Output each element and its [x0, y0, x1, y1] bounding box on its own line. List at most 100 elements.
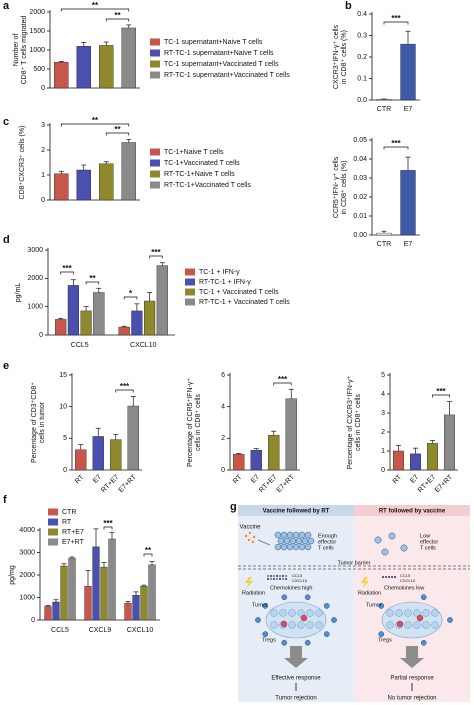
- y-tick-label: 0.3: [357, 32, 367, 39]
- cell: [447, 617, 453, 623]
- cell: [297, 621, 305, 629]
- cell: [277, 537, 285, 545]
- bar: [410, 453, 421, 471]
- legend-label: RT-TC-1 supernatant+Vaccinated T cells: [164, 72, 290, 79]
- panel-letter: b: [345, 0, 352, 12]
- significance-bracket: [103, 526, 113, 530]
- bar: [60, 565, 68, 621]
- cell: [297, 609, 305, 617]
- bar: [127, 405, 139, 471]
- cell: [395, 609, 403, 617]
- x-tick-label: CXCL9: [89, 627, 112, 634]
- cell: [306, 621, 314, 629]
- bar: [67, 285, 79, 336]
- chemokine: [391, 576, 393, 578]
- y-tick-label: 0: [63, 467, 67, 474]
- chemokine: [267, 575, 269, 577]
- cell: [422, 621, 430, 629]
- x-tick-label: CCL5: [71, 342, 89, 349]
- y-tick-label: 1000: [29, 47, 45, 54]
- diagram-label: Partial response: [390, 676, 434, 682]
- y-axis-label: CD8⁺CXCR3⁺ cells (%): [19, 126, 26, 200]
- significance-label: ***: [391, 139, 401, 148]
- chemokine: [388, 576, 390, 578]
- diagram-label: Tumor barrier: [337, 560, 370, 566]
- error-bar: [78, 444, 84, 450]
- y-tick-label: 2: [381, 429, 385, 436]
- y-axis-label: cells in CD8⁺ cells: [355, 394, 362, 451]
- error-bar: [85, 570, 91, 587]
- legend-swatch: [150, 159, 160, 167]
- chemokine: [285, 578, 287, 580]
- chemokine: [394, 576, 396, 578]
- diagram-label: Chemokines low: [384, 585, 424, 591]
- diagram-label: Radiation: [242, 590, 265, 596]
- diagram-label: Chemokines high: [270, 585, 313, 591]
- chemokine: [270, 575, 272, 577]
- response-arrow: [400, 646, 424, 668]
- legend-swatch: [185, 278, 195, 286]
- cell: [279, 609, 287, 617]
- significance-label: ***: [391, 14, 401, 23]
- significance-bracket: [383, 146, 409, 150]
- error-bar: [96, 287, 102, 293]
- cell: [431, 621, 439, 629]
- bar: [444, 414, 455, 471]
- y-tick-label: 500: [33, 66, 45, 73]
- x-tick-label: E7: [250, 474, 261, 485]
- cell: [323, 603, 330, 609]
- y-tick-label: 0.05: [353, 137, 367, 144]
- diagram-label: No tumor rejection: [387, 696, 436, 702]
- bar: [100, 566, 108, 621]
- error-bar: [253, 448, 259, 451]
- x-tick-label: RT: [74, 473, 86, 485]
- error-bar: [147, 292, 153, 301]
- x-tick-label: E7: [404, 106, 413, 113]
- chemokine: [285, 575, 287, 577]
- legend-swatch: [150, 181, 160, 189]
- y-tick-label: 3: [381, 410, 385, 417]
- error-bar: [93, 528, 99, 547]
- bar: [285, 398, 297, 471]
- diagram-label: Vaccine: [240, 525, 262, 531]
- cell: [274, 531, 282, 539]
- cell: [270, 609, 278, 617]
- legend-swatch: [150, 60, 160, 68]
- y-tick-label: 0.04: [353, 156, 367, 163]
- bar: [108, 538, 116, 621]
- chemokine: [282, 578, 284, 580]
- cell: [378, 603, 385, 609]
- x-tick-label: RT+E7: [417, 474, 437, 494]
- panel-letter: e: [3, 360, 9, 372]
- diagram-label: CCL5: [400, 573, 411, 578]
- significance-bracket: [149, 255, 163, 259]
- diagram-label: Tumor rejection: [275, 696, 316, 702]
- legend-swatch: [48, 508, 58, 516]
- diagram-label: T cells: [420, 545, 436, 551]
- legend-label: RT-TC-1+Naive T cells: [164, 171, 235, 178]
- cell: [283, 537, 291, 545]
- bar: [376, 232, 392, 236]
- cell: [280, 531, 288, 539]
- legend-swatch: [185, 288, 195, 296]
- significance-bracket: [123, 296, 138, 300]
- error-bar: [58, 317, 64, 320]
- y-tick-label: 1000: [19, 594, 35, 601]
- radiation-bolt: [245, 577, 253, 589]
- y-tick-label: 2000: [27, 275, 43, 282]
- cell: [306, 609, 314, 617]
- significance-label: **: [89, 274, 96, 283]
- bar: [250, 450, 262, 471]
- error-bar: [69, 556, 75, 559]
- y-tick-label: 5: [381, 372, 385, 379]
- cell: [404, 609, 412, 617]
- error-bar: [381, 230, 387, 234]
- significance-bracket: [105, 132, 130, 136]
- bar: [68, 557, 76, 621]
- y-axis-label: in CD8⁺ cells (%): [341, 161, 348, 215]
- bar: [80, 310, 92, 336]
- x-tick-label: E7+RT: [118, 473, 139, 494]
- x-tick-label: RT+E7: [258, 474, 278, 494]
- bar: [92, 546, 100, 621]
